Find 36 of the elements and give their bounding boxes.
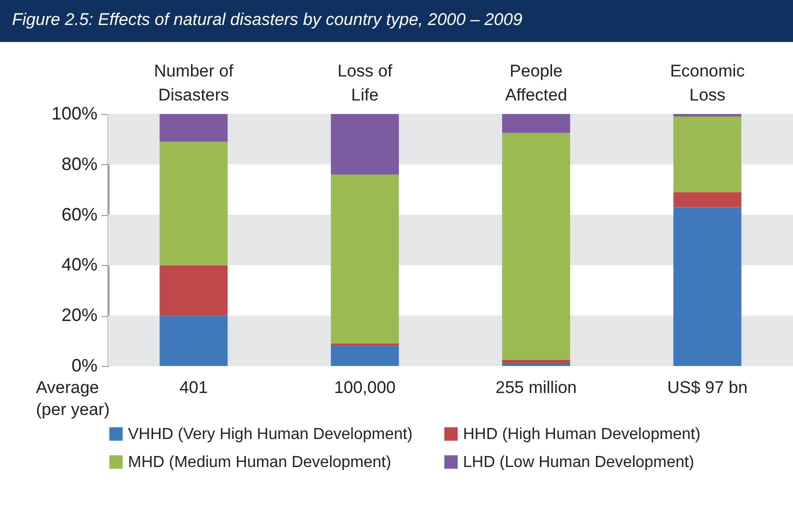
chart-title: Figure 2.5: Effects of natural disasters by country type, 2000 – 2009 [0,0,793,42]
y-tick-label: 40% [61,254,98,275]
bar [330,174,399,344]
bar [160,265,228,316]
bar [673,116,742,192]
legend-label: MHD (Medium Human Development) [128,454,392,471]
bar [502,132,570,360]
x-tick-label: People Affected [505,62,568,104]
bar [502,360,570,364]
bar [330,346,399,366]
legend-label: HHD (High Human Development) [463,426,700,443]
legend-label: VHHD (Very High Human Development) [128,426,413,443]
y-tick-label: 20% [61,305,98,326]
text: US$ 97 bn [667,378,748,397]
text: 401 [179,378,208,397]
text: 100,000 [334,378,396,397]
bar [330,343,399,346]
legend-label: LHD (Low Human Development) [463,454,694,471]
x-tick-label: Economic Loss [670,62,746,104]
bar [160,114,228,142]
x-tick-label: Number of Disasters [154,62,234,104]
bar [502,114,570,133]
y-tick-label: 80% [61,154,98,174]
y-tick-label: 60% [61,204,98,224]
bar [160,142,228,266]
bar [673,207,742,366]
y-tick-label: 0% [71,356,98,376]
bar [673,192,742,208]
x-tick-label: Loss of Life [337,62,393,104]
y-tick-label: 100% [51,104,98,124]
bar [330,114,399,174]
text: 255 million [495,378,577,397]
bar [160,316,228,366]
bar [502,363,570,366]
text: Average (per year) [36,378,110,419]
bar [673,114,742,117]
